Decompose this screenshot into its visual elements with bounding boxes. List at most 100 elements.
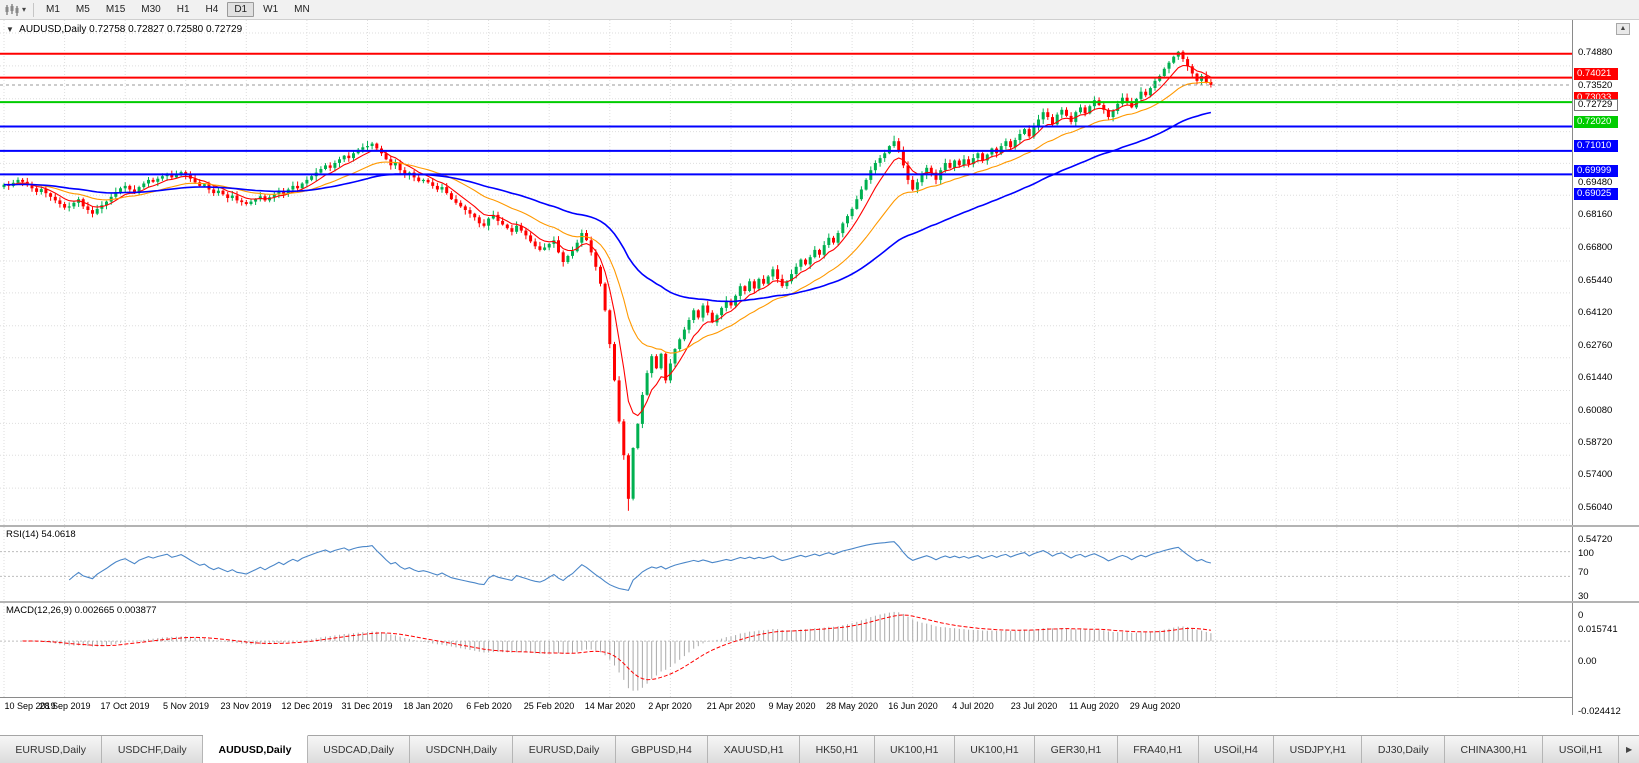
macd-axis-label: -0.024412: [1578, 706, 1621, 717]
chart-tab-dj30-daily[interactable]: DJ30,Daily: [1362, 736, 1446, 763]
macd-canvas[interactable]: [0, 603, 1572, 697]
ohlc-close: 0.72729: [205, 24, 243, 35]
date-axis-label: 28 May 2020: [825, 701, 879, 711]
toolbar-separator: [33, 2, 35, 17]
chart-tab-bar: EURUSD,Daily USDCHF,Daily AUDUSD,Daily USDC…: [0, 735, 1639, 763]
macd-label: MACD(12,26,9) 0.002665 0.003877: [6, 605, 157, 616]
rsi-pane[interactable]: RSI(14) 54.0618: [0, 527, 1572, 601]
price-axis-label: 0.57400: [1578, 469, 1613, 480]
ohlc-open: 0.72758: [89, 24, 126, 35]
ohlc-low: 0.72580: [167, 24, 204, 35]
timeframe-button-h1[interactable]: H1: [176, 4, 190, 15]
chart-tab-china300-h1[interactable]: CHINA300,H1: [1445, 736, 1544, 763]
chart-tab-xauusd-h1[interactable]: XAUUSD,H1: [708, 736, 801, 763]
chart-tab-eurusd-daily[interactable]: EURUSD,Daily: [0, 736, 103, 763]
chart-tab-fra40-h1[interactable]: FRA40,H1: [1117, 736, 1199, 763]
date-axis-label: 23 Nov 2019: [220, 701, 272, 711]
timeframe-button-mn[interactable]: MN: [294, 4, 310, 15]
date-axis-label: 2 Apr 2020: [648, 701, 692, 711]
timeframe-button-w1[interactable]: W1: [263, 4, 279, 15]
chart-tab-hk50-h1[interactable]: HK50,H1: [800, 736, 875, 763]
price-level-tag: 0.69025: [1574, 188, 1618, 200]
chart-tab-uk100-h1[interactable]: UK100,H1: [954, 736, 1036, 763]
macd-signal-line: [22, 614, 1211, 681]
date-axis-label: 21 Apr 2020: [706, 701, 756, 711]
ohlc-high: 0.72827: [128, 24, 165, 35]
price-axis-label: 0.61440: [1578, 372, 1613, 383]
price-level-tag: 0.74021: [1574, 68, 1618, 80]
rsi-axis-label: 30: [1578, 591, 1589, 602]
chart-tab-usdcnh-daily[interactable]: USDCNH,Daily: [410, 736, 514, 763]
pane-separator[interactable]: [0, 525, 1639, 527]
bottom-strip: [0, 715, 1639, 735]
rsi-label: RSI(14) 54.0618: [6, 529, 76, 540]
chart-header: ▼ AUDUSD,Daily 0.72758 0.72827 0.72580 0…: [6, 24, 242, 35]
rsi-canvas[interactable]: [0, 527, 1572, 601]
chart-tab-uk100-h1[interactable]: UK100,H1: [874, 736, 955, 763]
chart-tab-audusd-daily[interactable]: AUDUSD,Daily: [203, 735, 308, 763]
chart-tab-usdjpy-h1[interactable]: USDJPY,H1: [1274, 736, 1363, 763]
chart-symbol-label: AUDUSD,Daily: [19, 24, 87, 35]
date-axis-label: 10 Sep 2019: [4, 701, 56, 711]
price-axis-label: 0.74880: [1578, 47, 1613, 58]
price-axis-label: 0.65440: [1578, 275, 1613, 286]
main-chart-pane[interactable]: ▼ AUDUSD,Daily 0.72758 0.72827 0.72580 0…: [0, 20, 1572, 525]
scroll-up-button[interactable]: ▲: [1616, 23, 1630, 35]
date-axis-label: 11 Aug 2020: [1069, 701, 1119, 711]
price-level-tag: 0.72020: [1574, 116, 1618, 128]
chart-tab-usdchf-daily[interactable]: USDCHF,Daily: [102, 736, 204, 763]
date-axis-label: 29 Aug 2020: [1129, 701, 1181, 711]
price-level-tag: 0.71010: [1574, 140, 1618, 152]
price-level-tag: 0.69999: [1574, 165, 1618, 177]
chart-type-icon[interactable]: [4, 3, 20, 17]
pane-separator[interactable]: [0, 601, 1639, 603]
fast-ma-line: [3, 64, 1212, 417]
chart-tab-gbpusd-h4[interactable]: GBPUSD,H4: [615, 736, 709, 763]
date-axis-label: 25 Feb 2020: [523, 701, 575, 711]
timeframe-button-m15[interactable]: M15: [105, 4, 126, 15]
tab-scroll-right-button[interactable]: ▶: [1619, 736, 1639, 763]
price-axis-label: 0.69480: [1578, 177, 1613, 188]
price-chart-canvas[interactable]: [0, 20, 1572, 525]
macd-axis-label: 0.015741: [1578, 624, 1618, 635]
timeframe-button-m1[interactable]: M1: [46, 4, 60, 15]
chart-tab-usoil-h1[interactable]: USOil,H1: [1543, 736, 1620, 763]
bid-price-tag: 0.72729: [1574, 99, 1618, 111]
chart-collapse-icon[interactable]: ▼: [6, 25, 14, 34]
top-toolbar: ▾ M1 M5 M15 M30 H1 H4 D1 W1 MN: [0, 0, 1639, 20]
date-axis-label: 16 Jun 2020: [888, 701, 938, 711]
price-axis-label: 0.60080: [1578, 405, 1613, 416]
macd-histogram: [22, 611, 1212, 691]
date-axis-label: 4 Jul 2020: [952, 701, 994, 711]
price-axis-label: 0.68160: [1578, 209, 1613, 220]
macd-axis-label: 0.00: [1578, 656, 1597, 667]
chart-tab-usoil-h4[interactable]: USOil,H4: [1198, 736, 1275, 763]
date-axis-label: 6 Feb 2020: [466, 701, 512, 711]
price-axis-label: 0.64120: [1578, 307, 1613, 318]
date-axis-label: 12 Dec 2019: [281, 701, 333, 711]
price-axis-label: 0.56040: [1578, 502, 1613, 513]
price-axis-label: 0.73520: [1578, 80, 1613, 91]
date-axis-label: 5 Nov 2019: [162, 701, 210, 711]
date-axis-label: 31 Dec 2019: [341, 701, 393, 711]
timeframe-button-m30[interactable]: M30: [141, 4, 161, 15]
price-axis[interactable]: 0.74880 0.73520 0.69480 0.68160 0.66800 0.654…: [1572, 20, 1639, 717]
timeframe-button-m5[interactable]: M5: [75, 4, 90, 15]
date-axis-label: 28 Sep 2019: [39, 701, 91, 711]
chart-type-dropdown-icon[interactable]: ▾: [22, 5, 27, 14]
price-axis-label: 0.54720: [1578, 534, 1613, 545]
rsi-axis-label: 0: [1578, 610, 1584, 621]
chart-tab-eurusd-daily[interactable]: EURUSD,Daily: [513, 736, 616, 763]
timeframe-button-d1[interactable]: D1: [227, 2, 255, 17]
chart-tab-ger30-h1[interactable]: GER30,H1: [1035, 736, 1118, 763]
date-axis-label: 9 May 2020: [768, 701, 816, 711]
macd-pane[interactable]: MACD(12,26,9) 0.002665 0.003877: [0, 603, 1572, 697]
timeframe-buttons: M1 M5 M15 M30 H1 H4 D1 W1 MN: [39, 2, 317, 17]
date-axis-label: 18 Jan 2020: [403, 701, 453, 711]
date-axis-label: 23 Jul 2020: [1010, 701, 1058, 711]
chart-tab-usdcad-daily[interactable]: USDCAD,Daily: [307, 736, 411, 763]
rsi-line: [68, 541, 1212, 592]
time-axis[interactable]: 10 Sep 2019 28 Sep 2019 17 Oct 2019 5 Nov 2…: [0, 697, 1572, 715]
timeframe-button-h4[interactable]: H4: [205, 4, 219, 15]
mid-ma-line: [3, 81, 1211, 354]
